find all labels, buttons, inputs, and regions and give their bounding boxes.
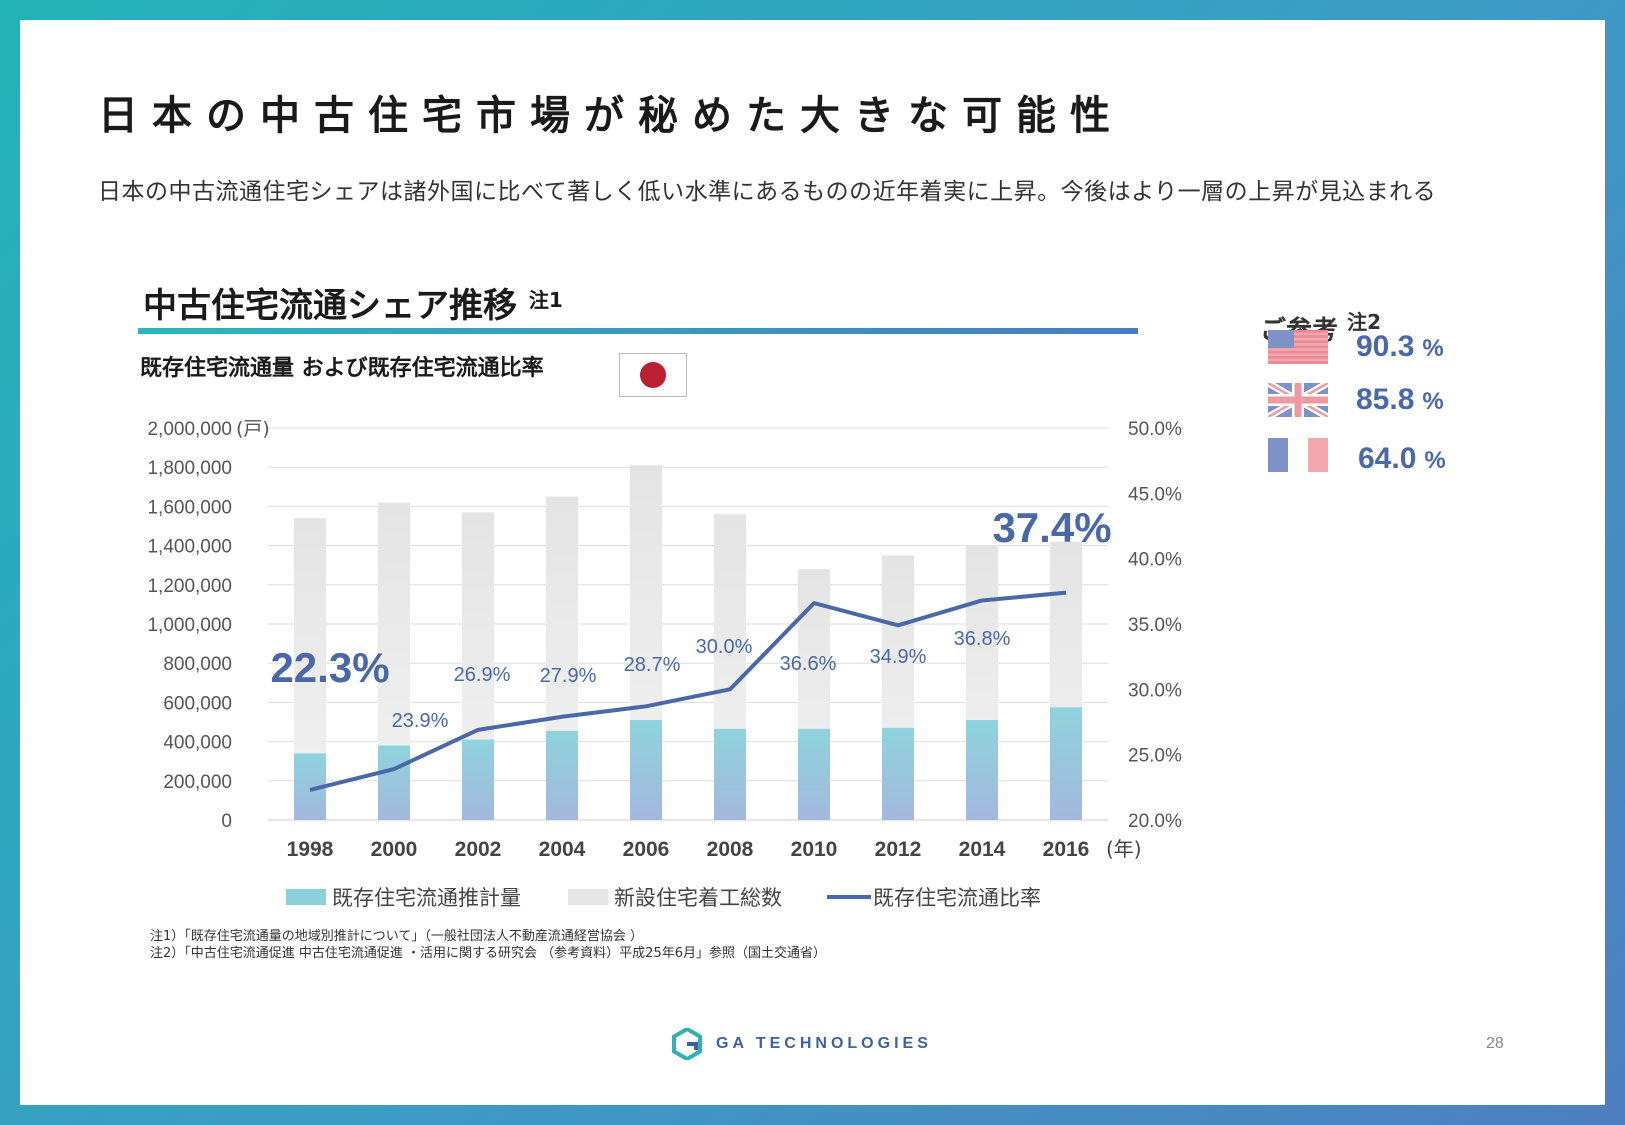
- data-label: 36.8%: [954, 628, 1011, 650]
- page-number: 28: [1486, 1035, 1504, 1052]
- france-flag-icon: [1268, 438, 1328, 472]
- y-right-tick-label: 40.0%: [1128, 550, 1182, 571]
- x-tick-label: 2000: [371, 838, 418, 861]
- y-right-tick-label: 50.0%: [1128, 419, 1182, 440]
- ratio-line: [309, 590, 1067, 792]
- y-left-tick-label: 1,200,000: [147, 576, 232, 597]
- bar-existing-housing: [882, 727, 914, 820]
- data-label: 36.6%: [780, 653, 837, 675]
- bar-existing-housing: [798, 728, 830, 820]
- ga-logo-icon: [672, 1028, 702, 1060]
- data-label: 22.3%: [270, 644, 389, 691]
- data-label: 27.9%: [540, 665, 597, 687]
- y-left-tick-label: 1,000,000: [147, 615, 232, 636]
- y-right-tick-label: 25.0%: [1128, 746, 1182, 767]
- y-left-tick-label: 2,000,000: [147, 419, 232, 440]
- bar-existing-housing: [630, 720, 662, 820]
- bar-existing-housing: [714, 728, 746, 820]
- footnote-1: 注1）「既存住宅流通量の地域別推計について」（一般社団法人不動産流通経営協会 ）: [150, 929, 644, 944]
- data-label: 37.4%: [992, 504, 1111, 551]
- reference-row-uk: 85.8%: [1268, 383, 1488, 423]
- chart-subheading: 既存住宅流通量 および既存住宅流通比率: [140, 356, 544, 381]
- chart-heading: 中古住宅流通シェア推移 注1: [143, 278, 563, 327]
- company-logo-text: GA TECHNOLOGIES: [716, 1035, 932, 1052]
- x-tick-label: 2006: [623, 838, 670, 861]
- y-right-tick-label: 20.0%: [1128, 811, 1182, 832]
- reference-value-us: 90.3%: [1356, 330, 1444, 363]
- data-label: 34.9%: [870, 646, 927, 668]
- us-flag-icon: [1268, 330, 1328, 364]
- data-label: 26.9%: [454, 664, 511, 686]
- bar-existing-housing: [462, 739, 494, 820]
- bar-existing-housing: [966, 720, 998, 820]
- y-left-tick-label: 1,400,000: [147, 537, 232, 558]
- legend-swatch-new: [568, 889, 608, 905]
- chart-heading-note: 注1: [528, 288, 563, 312]
- uk-flag-icon: [1268, 383, 1328, 417]
- page-subtitle: 日本の中古流通住宅シェアは諸外国に比べて著しく低い水準にあるものの近年着実に上昇…: [98, 179, 1437, 205]
- reference-row-us: 90.3%: [1268, 330, 1488, 370]
- japan-flag-icon: [619, 353, 687, 397]
- x-tick-label: 2004: [539, 838, 586, 861]
- reference-row-fr: 64.0%: [1268, 438, 1488, 478]
- x-tick-label: 2012: [875, 838, 922, 861]
- legend-swatch-existing: [286, 889, 326, 905]
- legend-label: 既存住宅流通推計量: [332, 886, 521, 910]
- data-label: 30.0%: [696, 636, 753, 658]
- reference-heading-note: 注2: [1347, 310, 1381, 334]
- heading-rule: [138, 328, 1138, 334]
- y-right-tick-label: 35.0%: [1128, 615, 1182, 636]
- reference-value-uk: 85.8%: [1356, 383, 1444, 416]
- y-left-tick-label: 200,000: [163, 772, 232, 793]
- y-left-tick-label: 0: [221, 811, 232, 832]
- company-logo: GA TECHNOLOGIES: [672, 1028, 932, 1060]
- slide: 日本の中古住宅市場が秘めた大きな可能性 日本の中古流通住宅シェアは諸外国に比べて…: [20, 20, 1605, 1105]
- page-title: 日本の中古住宅市場が秘めた大きな可能性: [98, 93, 1124, 139]
- bar-existing-housing: [546, 730, 578, 820]
- y-right-tick-label: 45.0%: [1128, 484, 1182, 505]
- data-label: 28.7%: [624, 654, 681, 676]
- footnotes: 注1）「既存住宅流通量の地域別推計について」（一般社団法人不動産流通経営協会 ）…: [150, 928, 826, 962]
- x-unit-label: (年): [1106, 837, 1142, 861]
- y-left-tick-label: 1,800,000: [147, 458, 232, 479]
- chart-heading-text: 中古住宅流通シェア推移: [143, 286, 517, 326]
- reference-value-fr: 64.0%: [1358, 442, 1446, 475]
- y-left-tick-label: 800,000: [163, 654, 232, 675]
- legend-label: 既存住宅流通比率: [873, 886, 1041, 910]
- bar-existing-housing: [378, 745, 410, 820]
- y-left-tick-label: 1,600,000: [147, 497, 232, 518]
- x-tick-label: 2010: [791, 838, 838, 861]
- y-left-tick-label: 400,000: [163, 733, 232, 754]
- x-tick-label: 2016: [1043, 838, 1090, 861]
- x-tick-label: 1998: [287, 838, 334, 861]
- x-tick-label: 2008: [707, 838, 754, 861]
- bar-existing-housing: [1050, 707, 1082, 820]
- x-tick-label: 2014: [959, 838, 1006, 861]
- y-right-tick-label: 30.0%: [1128, 680, 1182, 701]
- legend-label: 新設住宅着工総数: [614, 886, 782, 910]
- x-tick-label: 2002: [455, 838, 502, 861]
- y-left-unit-label: (戸): [236, 418, 270, 440]
- footnote-2: 注2）「中古住宅流通促進 中古住宅流通促進 ・活用に関する研究会 （参考資料）平…: [150, 946, 826, 961]
- y-left-tick-label: 600,000: [163, 693, 232, 714]
- data-label: 23.9%: [392, 710, 449, 732]
